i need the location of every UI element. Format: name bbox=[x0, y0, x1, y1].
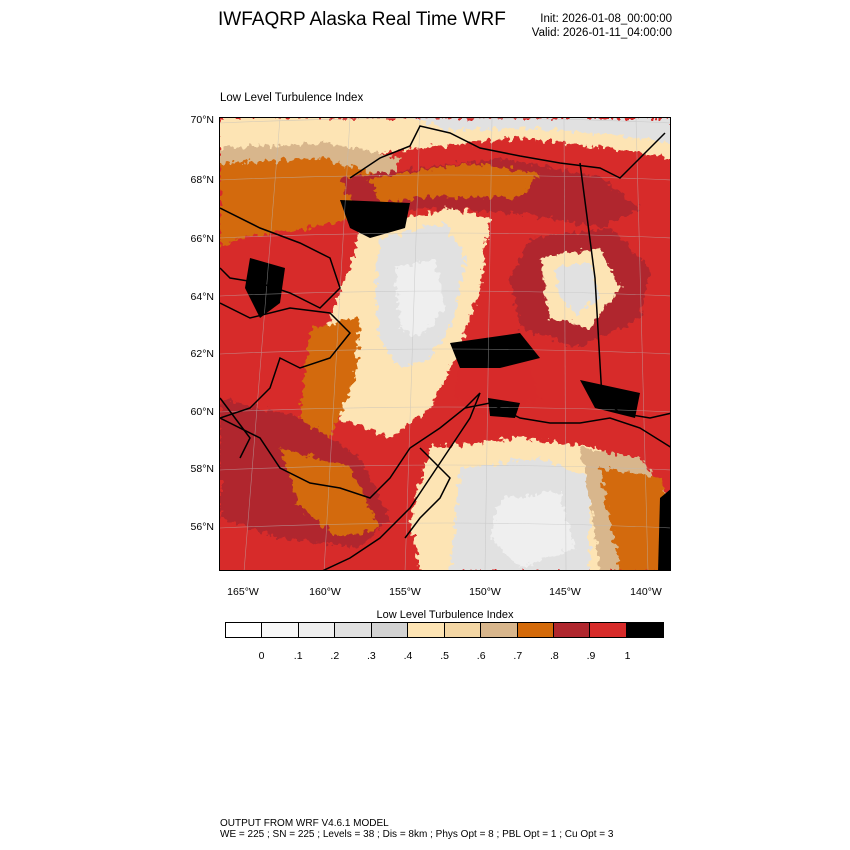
graticule-line bbox=[323, 118, 351, 570]
colorbar-tick-label: .5 bbox=[440, 650, 449, 662]
north-coast bbox=[349, 125, 666, 179]
footer-line-model: OUTPUT FROM WRF V4.6.1 MODEL bbox=[220, 818, 389, 829]
norton-coast bbox=[220, 302, 352, 419]
colorbar-tick-label: .4 bbox=[403, 650, 413, 662]
lat-label: 58°N bbox=[190, 463, 214, 475]
turbulence-field bbox=[220, 118, 670, 570]
chart-title: IWFAQRP Alaska Real Time WRF bbox=[218, 9, 506, 30]
turbulence-map bbox=[219, 117, 671, 571]
southwest-coast bbox=[220, 392, 481, 570]
graticule-line bbox=[220, 464, 670, 471]
black-patch-west bbox=[245, 258, 285, 318]
colorbar-tick-label: 0 bbox=[258, 650, 265, 662]
gulf-coast bbox=[464, 402, 670, 448]
graticule-line bbox=[220, 348, 670, 355]
colorbar-swatch bbox=[481, 623, 518, 637]
field-arctic-band bbox=[220, 118, 670, 178]
field-brooks-orange bbox=[370, 163, 540, 203]
graticule-line bbox=[220, 290, 670, 297]
seward-coast bbox=[220, 207, 341, 309]
field-west-orange bbox=[280, 448, 380, 538]
valid-time: Valid: 2026-01-11_04:00:00 bbox=[531, 27, 672, 39]
graticule-line bbox=[484, 118, 493, 570]
black-patch-center bbox=[450, 333, 540, 368]
graticule-line bbox=[635, 118, 649, 570]
lat-label: 60°N bbox=[190, 406, 214, 418]
colorbar-tick-label: .9 bbox=[586, 650, 596, 662]
field-gulf-white bbox=[490, 493, 575, 568]
field-southeast-orange bbox=[600, 468, 670, 570]
colorbar-tick-label: 1 bbox=[624, 650, 631, 662]
colorbar-swatch bbox=[408, 623, 445, 637]
colorbar-tick-label: .6 bbox=[476, 650, 486, 662]
colorbar-title: Low Level Turbulence Index bbox=[376, 609, 514, 621]
colorbar-swatch bbox=[553, 623, 591, 637]
colorbar-tick-label: .3 bbox=[367, 650, 376, 662]
colorbar-tick-label: .1 bbox=[293, 650, 303, 662]
lat-label: 70°N bbox=[190, 114, 214, 126]
lon-label: 165°W bbox=[227, 586, 259, 598]
graticule-line bbox=[220, 522, 670, 529]
black-patch-east bbox=[580, 380, 640, 418]
colorbar bbox=[225, 622, 665, 638]
map-canvas bbox=[220, 118, 670, 570]
coastlines bbox=[220, 125, 670, 570]
field-arctic-gray bbox=[410, 118, 670, 143]
graticule-line bbox=[563, 118, 567, 570]
lon-label: 160°W bbox=[309, 586, 341, 598]
lat-label: 56°N bbox=[190, 521, 214, 533]
colorbar-swatch bbox=[335, 623, 372, 637]
graticule-line bbox=[243, 118, 281, 570]
canada-border bbox=[579, 162, 603, 399]
colorbar-tick-label: .7 bbox=[513, 650, 523, 662]
southeast-border bbox=[601, 397, 670, 419]
colorbar-swatch bbox=[590, 623, 627, 637]
lon-label: 155°W bbox=[389, 586, 421, 598]
lat-label: 64°N bbox=[190, 291, 214, 303]
plot-label: Low Level Turbulence Index bbox=[220, 92, 364, 104]
lon-label: 140°W bbox=[630, 586, 662, 598]
field-max-patches bbox=[245, 200, 670, 570]
lat-label: 66°N bbox=[190, 233, 214, 245]
colorbar-tick-label: .8 bbox=[550, 650, 559, 662]
colorbar-swatch bbox=[298, 623, 336, 637]
nunivak-coast bbox=[220, 397, 251, 459]
graticule-line bbox=[220, 174, 670, 181]
graticule-line bbox=[220, 118, 670, 124]
init-time: Init: 2026-01-08_00:00:00 bbox=[540, 13, 672, 25]
graticule bbox=[220, 118, 670, 570]
lat-label: 62°N bbox=[190, 348, 214, 360]
black-patch-southeast bbox=[658, 489, 670, 570]
graticule-line bbox=[220, 406, 670, 413]
colorbar-swatch bbox=[626, 623, 664, 637]
footer-line-config: WE = 225 ; SN = 225 ; Levels = 38 ; Dis … bbox=[220, 829, 614, 840]
colorbar-swatch bbox=[226, 623, 263, 637]
field-east-gray bbox=[555, 263, 600, 313]
black-patch-north bbox=[340, 200, 410, 238]
field-interior-white bbox=[395, 258, 445, 338]
lon-label: 150°W bbox=[469, 586, 501, 598]
graticule-line bbox=[404, 118, 421, 570]
lon-label: 145°W bbox=[549, 586, 581, 598]
colorbar-tick-label: .2 bbox=[330, 650, 340, 662]
lat-label: 68°N bbox=[190, 174, 214, 186]
colorbar-swatch bbox=[444, 623, 482, 637]
colorbar-swatch bbox=[517, 623, 554, 637]
field-interior-orange bbox=[300, 318, 360, 438]
colorbar-swatch bbox=[371, 623, 409, 637]
kodiak-coast bbox=[404, 447, 451, 539]
model-footer: OUTPUT FROM WRF V4.6.1 MODEL WE = 225 ; … bbox=[220, 818, 613, 840]
black-patch-south bbox=[488, 398, 520, 418]
colorbar-swatch bbox=[262, 623, 299, 637]
